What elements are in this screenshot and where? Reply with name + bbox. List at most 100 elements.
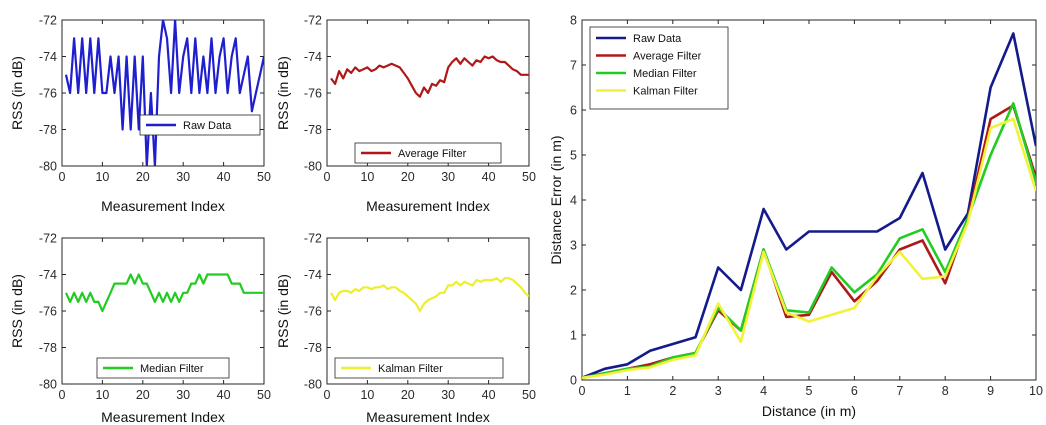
x-tick-label: 10 [360,170,374,184]
chart-4: 0 10 20 30 40 50 -72 -74 -76 -78 -80 Measurement In… [275,232,536,425]
x-tick-label: 10 [95,170,109,184]
x-tick-label: 20 [401,170,415,184]
series-line [582,117,1036,380]
x-tick-label: 0 [324,388,331,402]
y-axis-label: RSS (in dB) [275,56,291,130]
y-axis-label: RSS (in dB) [275,274,291,348]
y-tick-label: -74 [39,268,57,282]
x-tick-label: 5 [806,384,813,398]
y-tick-label: 2 [570,284,577,298]
x-tick-label: 0 [324,170,331,184]
x-tick-label: 40 [482,170,496,184]
series-line [64,273,264,313]
legend-label: Raw Data [183,120,232,132]
x-tick-label: 2 [669,384,676,398]
y-tick-label: -80 [39,378,57,392]
y-tick-label: -76 [304,87,322,101]
y-axis-label: Distance Error (in m) [548,135,564,264]
x-tick-label: 30 [441,170,455,184]
x-axis-label: Measurement Index [366,198,490,214]
x-tick-label: 9 [987,384,994,398]
y-tick-label: -78 [39,341,57,355]
x-tick-label: 4 [760,384,767,398]
legend-box [139,114,261,136]
y-tick-label: -72 [304,232,322,246]
x-tick-label: 3 [715,384,722,398]
legend-label: Kalman Filter [378,363,443,375]
x-tick-label: 10 [95,388,109,402]
x-tick-label: 10 [360,388,374,402]
x-tick-label: 0 [59,388,66,402]
y-tick-label: -76 [39,305,57,319]
legend-box [354,142,502,164]
x-axis-label: Measurement Index [366,409,490,425]
y-tick-label: -78 [39,123,57,137]
legend-label: Median Filter [140,363,204,375]
chart-1: 0 10 20 30 40 50 -72 -74 -76 -78 -80 Measurement In… [9,14,271,215]
y-axis-label: RSS (in dB) [9,274,25,348]
y-tick-label: -78 [304,123,322,137]
x-tick-label: 10 [1029,384,1043,398]
legend-label: Kalman Filter [633,86,698,98]
legend-label: Average Filter [398,148,467,160]
x-tick-label: 20 [136,388,150,402]
y-tick-label: -72 [304,14,322,28]
legend-box [334,357,504,379]
x-tick-label: 40 [217,170,231,184]
x-tick-label: 7 [896,384,903,398]
legend-box [589,26,729,110]
y-tick-label: 1 [570,329,577,343]
x-tick-label: 30 [441,388,455,402]
y-tick-label: -80 [304,378,322,392]
chart-2: 0 10 20 30 40 50 -72 -74 -76 -78 -80 Measurement In… [275,14,536,215]
x-axis-label: Measurement Index [101,198,225,214]
y-tick-label: -74 [304,50,322,64]
x-tick-label: 20 [136,170,150,184]
y-tick-label: 8 [570,14,577,28]
series-line [64,20,264,166]
plot-area [61,19,265,167]
x-tick-label: 6 [851,384,858,398]
legend-label: Raw Data [633,33,682,45]
x-tick-label: 30 [176,170,190,184]
y-tick-label: 3 [570,239,577,253]
y-axis-label: RSS (in dB) [9,56,25,130]
series-line [330,277,529,313]
x-tick-label: 0 [579,384,586,398]
chart-3: 0 10 20 30 40 50 -72 -74 -76 -78 -80 Measurement In… [9,232,271,425]
y-tick-label: -72 [39,232,57,246]
y-tick-label: 5 [570,149,577,163]
x-tick-label: 8 [942,384,949,398]
legend-label: Median Filter [633,68,697,80]
y-tick-label: -80 [304,160,322,174]
y-tick-label: 4 [570,194,577,208]
x-tick-label: 0 [59,170,66,184]
y-tick-label: -72 [39,14,57,28]
y-tick-label: -74 [304,268,322,282]
legend-label: Average Filter [633,51,702,63]
y-tick-label: 7 [570,59,577,73]
y-tick-label: 6 [570,104,577,118]
y-tick-label: -76 [304,305,322,319]
x-axis-label: Measurement Index [101,409,225,425]
x-tick-label: 50 [257,388,271,402]
series-line [582,32,1036,380]
legend-box [96,357,230,379]
series-line [330,55,529,98]
x-tick-label: 50 [522,388,536,402]
x-tick-label: 50 [522,170,536,184]
y-tick-label: -80 [39,160,57,174]
x-tick-label: 40 [482,388,496,402]
x-tick-label: 1 [624,384,631,398]
x-axis-label: Distance (in m) [762,403,856,419]
y-tick-label: -76 [39,87,57,101]
y-tick-label: -78 [304,341,322,355]
x-tick-label: 30 [176,388,190,402]
x-tick-label: 40 [217,388,231,402]
y-tick-label: 0 [570,374,577,388]
y-tick-label: -74 [39,50,57,64]
x-tick-label: 50 [257,170,271,184]
chart-5: 0 1 2 3 4 5 6 7 8 9 10 0 1 2 3 4 5 6 7 8 Distance (in m) Dist… [548,14,1043,420]
x-tick-label: 20 [401,388,415,402]
